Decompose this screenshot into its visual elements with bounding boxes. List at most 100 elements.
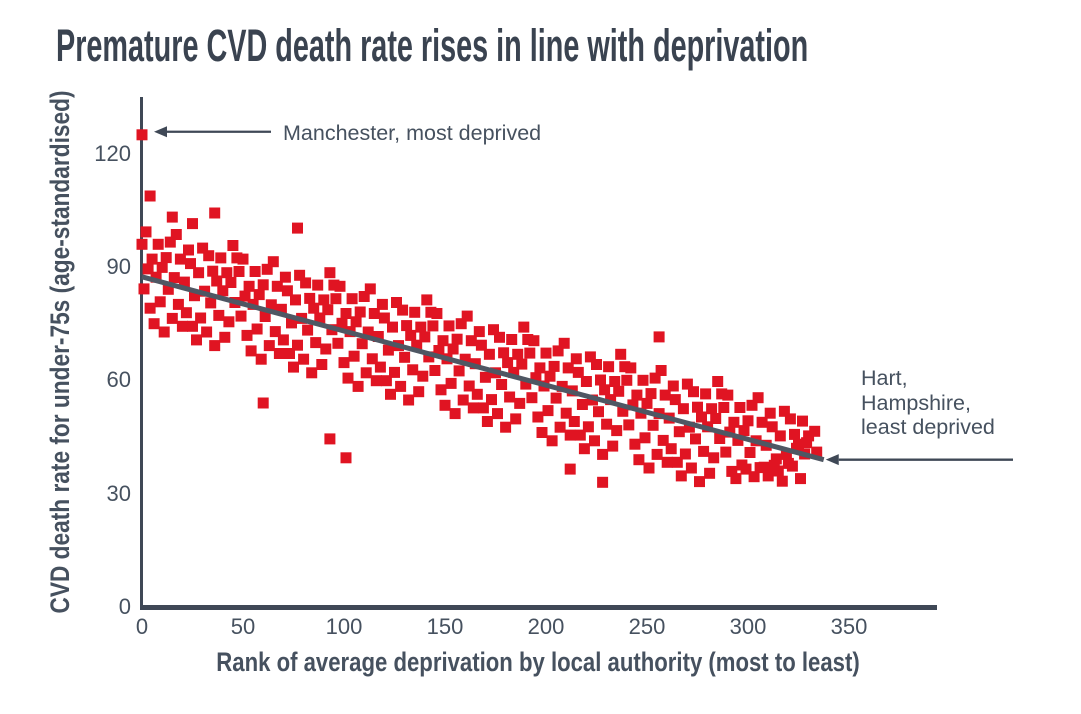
scatter-point: [483, 348, 495, 360]
scatter-point: [524, 347, 536, 359]
scatter-point: [641, 397, 653, 409]
scatter-point: [302, 324, 314, 336]
scatter-point: [158, 326, 170, 338]
scatter-point: [443, 320, 455, 332]
hart-annotation-line-2: Hampshire,: [861, 390, 971, 415]
scatter-point: [393, 340, 404, 352]
scatter-point: [199, 285, 211, 297]
scatter-point: [538, 380, 550, 392]
scatter-point: [445, 377, 457, 389]
scatter-point: [625, 362, 637, 374]
scatter-point: [710, 413, 722, 424]
scatter-point: [209, 207, 221, 219]
scatter-point: [473, 326, 485, 338]
x-tick-label: 0: [135, 614, 149, 639]
scatter-point: [582, 421, 594, 433]
scatter-point: [461, 310, 473, 322]
scatter-point: [225, 277, 237, 288]
scatter-point: [690, 433, 701, 445]
scatter-point: [399, 351, 411, 363]
scatter-point: [718, 402, 730, 413]
scatter-point: [352, 380, 364, 392]
scatter-point: [397, 304, 409, 316]
scatter-point: [492, 408, 503, 420]
scatter-point: [174, 253, 186, 265]
chart-title: Premature CVD death rate rises in line w…: [56, 20, 809, 71]
scatter-point: [685, 462, 697, 474]
scatter-point: [784, 413, 796, 425]
scatter-point: [166, 211, 178, 223]
scatter-point: [136, 238, 148, 250]
scatter-point: [298, 353, 310, 365]
x-tick-label: 300: [729, 614, 767, 639]
scatter-point: [197, 242, 209, 254]
scatter-point: [688, 386, 699, 398]
scatter-point: [615, 348, 627, 360]
scatter-point: [334, 280, 346, 292]
scatter-point: [758, 461, 770, 473]
scatter-point: [580, 376, 592, 387]
scatter-point: [621, 374, 633, 386]
scatter-point: [320, 343, 332, 355]
scatter-point: [316, 359, 328, 370]
scatter-point: [603, 361, 615, 373]
scatter-point: [540, 347, 552, 359]
y-axis-line: [139, 97, 143, 609]
scatter-point: [700, 388, 712, 400]
scatter-point: [395, 380, 407, 392]
scatter-point: [419, 331, 431, 343]
scatter-point: [237, 253, 249, 265]
scatter-point: [712, 376, 724, 387]
scatter-point: [292, 222, 303, 234]
scatter-point: [726, 465, 738, 477]
scatter-point: [227, 240, 239, 251]
scatter-point: [312, 279, 324, 291]
scatter-point: [772, 465, 784, 477]
scatter-point: [290, 294, 301, 306]
x-axis-line: [139, 605, 937, 610]
x-tick-label: 250: [628, 614, 666, 639]
scatter-point: [645, 388, 657, 400]
scatter-point: [607, 440, 619, 452]
scatter-point: [738, 425, 750, 437]
scatter-point: [740, 463, 752, 475]
scatter-point: [593, 406, 604, 418]
scatter-point: [253, 289, 265, 301]
scatter-point: [138, 283, 150, 295]
scatter-point: [764, 407, 776, 419]
scatter-point: [162, 283, 174, 295]
scatter-point: [193, 267, 205, 279]
scatter-point: [611, 425, 623, 437]
scatter-point: [730, 473, 742, 485]
scatter-point: [292, 339, 303, 351]
scatter-point: [185, 258, 196, 270]
scatter-point: [677, 403, 689, 415]
scatter-point: [277, 334, 289, 346]
scatter-point: [635, 407, 647, 419]
scatter-point: [183, 244, 194, 256]
scatter-point: [797, 415, 808, 427]
scatter-point: [510, 413, 522, 425]
scatter-point: [762, 470, 774, 482]
scatter-point: [178, 276, 190, 288]
scatter-point: [296, 312, 308, 324]
scatter-point: [231, 252, 243, 264]
scatter-point: [744, 447, 756, 458]
scatter-point: [324, 267, 336, 279]
y-tick-label: 120: [94, 140, 131, 166]
scatter-point: [203, 250, 215, 262]
scatter-point: [490, 367, 501, 379]
scatter-point: [142, 263, 154, 275]
scatter-point: [518, 321, 530, 333]
scatter-point: [421, 294, 433, 306]
scatter-point: [332, 337, 344, 349]
scatter-point: [566, 385, 578, 397]
scatter-point: [233, 266, 245, 277]
scatter-point: [340, 452, 352, 464]
scatter-point: [546, 435, 558, 447]
scatter-point: [544, 370, 556, 382]
scatter-point: [514, 397, 526, 409]
scatter-point: [637, 374, 649, 386]
scatter-point: [150, 271, 162, 283]
scatter-point: [568, 416, 580, 427]
